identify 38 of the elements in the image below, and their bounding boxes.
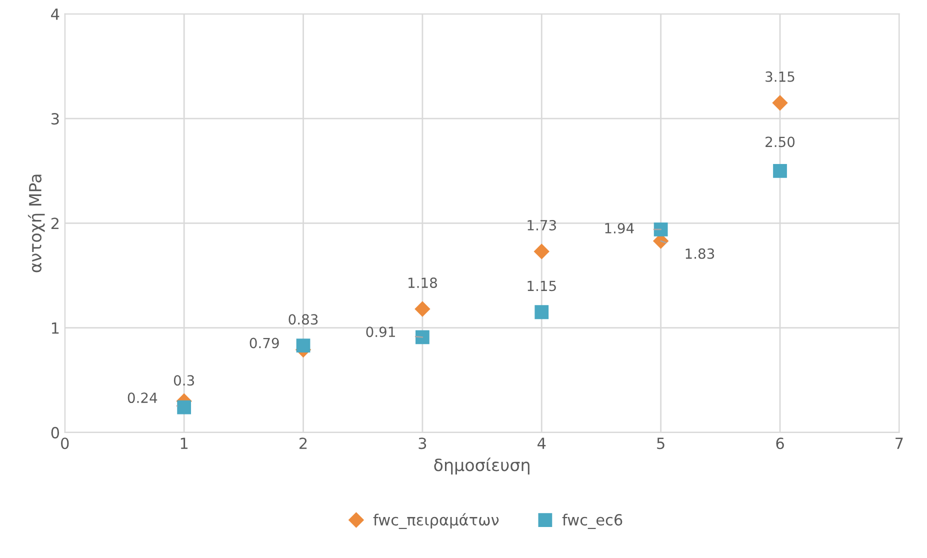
legend-label: fwc_πειραμάτων bbox=[373, 513, 499, 529]
y-tick-label: 4 bbox=[51, 8, 60, 20]
y-tick-label: 1 bbox=[52, 322, 59, 334]
x-tick-label: 5 bbox=[657, 438, 664, 450]
x-tick-label: 3 bbox=[418, 438, 426, 450]
y-axis-title: αντοχή MPa bbox=[28, 174, 45, 272]
y-tick-label: 2 bbox=[51, 218, 58, 230]
y-tick-label: 3 bbox=[51, 113, 59, 125]
x-axis-title: δημοσίευση bbox=[434, 458, 530, 474]
x-tick-label: 7 bbox=[896, 438, 903, 449]
x-tick-label: 2 bbox=[300, 438, 307, 449]
point bbox=[654, 222, 668, 236]
data-label: 0.79 bbox=[250, 338, 279, 348]
data-label: 3.15 bbox=[766, 71, 794, 82]
data-label: 1.73 bbox=[528, 220, 556, 230]
data-label: 2.50 bbox=[766, 136, 795, 148]
data-label: 0.24 bbox=[128, 392, 158, 404]
point bbox=[534, 244, 550, 260]
point bbox=[534, 305, 549, 320]
data-label: 0.91 bbox=[366, 326, 395, 338]
data-label: 0.83 bbox=[288, 314, 318, 325]
point bbox=[296, 338, 310, 353]
legend-label: fwc_ec6 bbox=[562, 514, 622, 529]
data-label: 0.3 bbox=[174, 375, 194, 386]
point bbox=[177, 400, 192, 414]
data-label: 1.94 bbox=[605, 223, 634, 234]
data-label: 1.83 bbox=[686, 248, 714, 259]
data-label: 1.18 bbox=[408, 278, 437, 288]
point bbox=[772, 95, 788, 110]
x-tick-label: 1 bbox=[180, 438, 188, 449]
x-tick-label: 0 bbox=[61, 438, 69, 450]
x-tick-label: 4 bbox=[538, 438, 546, 449]
x-tick-label: 6 bbox=[776, 438, 784, 450]
data-label: 1.15 bbox=[528, 280, 556, 292]
point bbox=[414, 301, 430, 317]
point bbox=[416, 330, 430, 344]
point bbox=[773, 164, 787, 178]
y-tick-label: 0 bbox=[51, 426, 60, 438]
